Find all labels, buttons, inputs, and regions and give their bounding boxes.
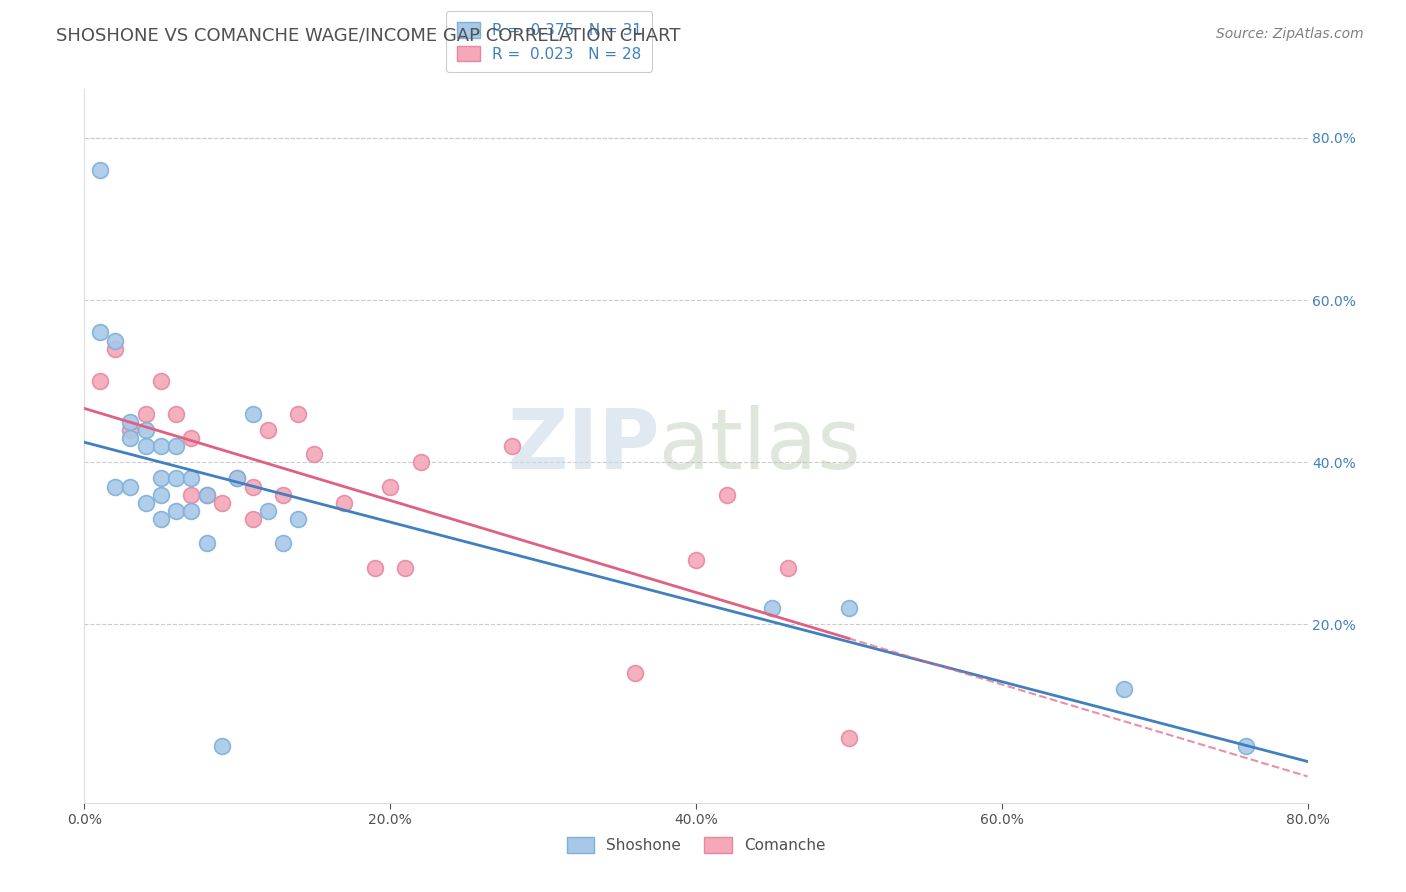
Point [226, 471, 249, 485]
Point [165, 471, 187, 485]
Point [135, 407, 157, 421]
Point [364, 560, 387, 574]
Point [120, 415, 142, 429]
Point [624, 666, 647, 681]
Point [211, 739, 233, 753]
Point [271, 536, 294, 550]
Point [685, 552, 707, 566]
Text: Source: ZipAtlas.com: Source: ZipAtlas.com [1216, 27, 1364, 41]
Point [165, 439, 187, 453]
Point [257, 504, 280, 518]
Point [380, 479, 402, 493]
Point [165, 504, 187, 518]
Point [89, 163, 111, 178]
Point [180, 431, 202, 445]
Point [149, 374, 172, 388]
Point [149, 488, 172, 502]
Text: atlas: atlas [659, 406, 860, 486]
Point [838, 731, 860, 745]
Point [257, 423, 280, 437]
Point [180, 504, 202, 518]
Point [271, 488, 294, 502]
Point [135, 439, 157, 453]
Point [149, 471, 172, 485]
Point [195, 488, 218, 502]
Point [1114, 682, 1136, 697]
Point [120, 423, 142, 437]
Point [149, 512, 172, 526]
Point [120, 479, 142, 493]
Point [287, 407, 309, 421]
Point [242, 479, 264, 493]
Point [226, 471, 249, 485]
Point [333, 496, 356, 510]
Point [104, 479, 127, 493]
Point [242, 407, 264, 421]
Point [104, 342, 127, 356]
Point [180, 471, 202, 485]
Point [1236, 739, 1258, 753]
Point [287, 512, 309, 526]
Point [120, 431, 142, 445]
Point [195, 488, 218, 502]
Point [242, 512, 264, 526]
Point [394, 560, 416, 574]
Point [502, 439, 524, 453]
Point [89, 374, 111, 388]
Point [716, 488, 738, 502]
Point [135, 496, 157, 510]
Point [195, 536, 218, 550]
Point [165, 407, 187, 421]
Point [149, 439, 172, 453]
Point [409, 455, 432, 469]
Legend: Shoshone, Comanche: Shoshone, Comanche [561, 831, 831, 859]
Text: ZIP: ZIP [506, 406, 659, 486]
Point [180, 488, 202, 502]
Point [302, 447, 325, 461]
Point [776, 560, 799, 574]
Point [838, 601, 860, 615]
Point [211, 496, 233, 510]
Point [89, 326, 111, 340]
Point [104, 334, 127, 348]
Point [761, 601, 783, 615]
Text: SHOSHONE VS COMANCHE WAGE/INCOME GAP CORRELATION CHART: SHOSHONE VS COMANCHE WAGE/INCOME GAP COR… [56, 27, 681, 45]
Point [135, 423, 157, 437]
